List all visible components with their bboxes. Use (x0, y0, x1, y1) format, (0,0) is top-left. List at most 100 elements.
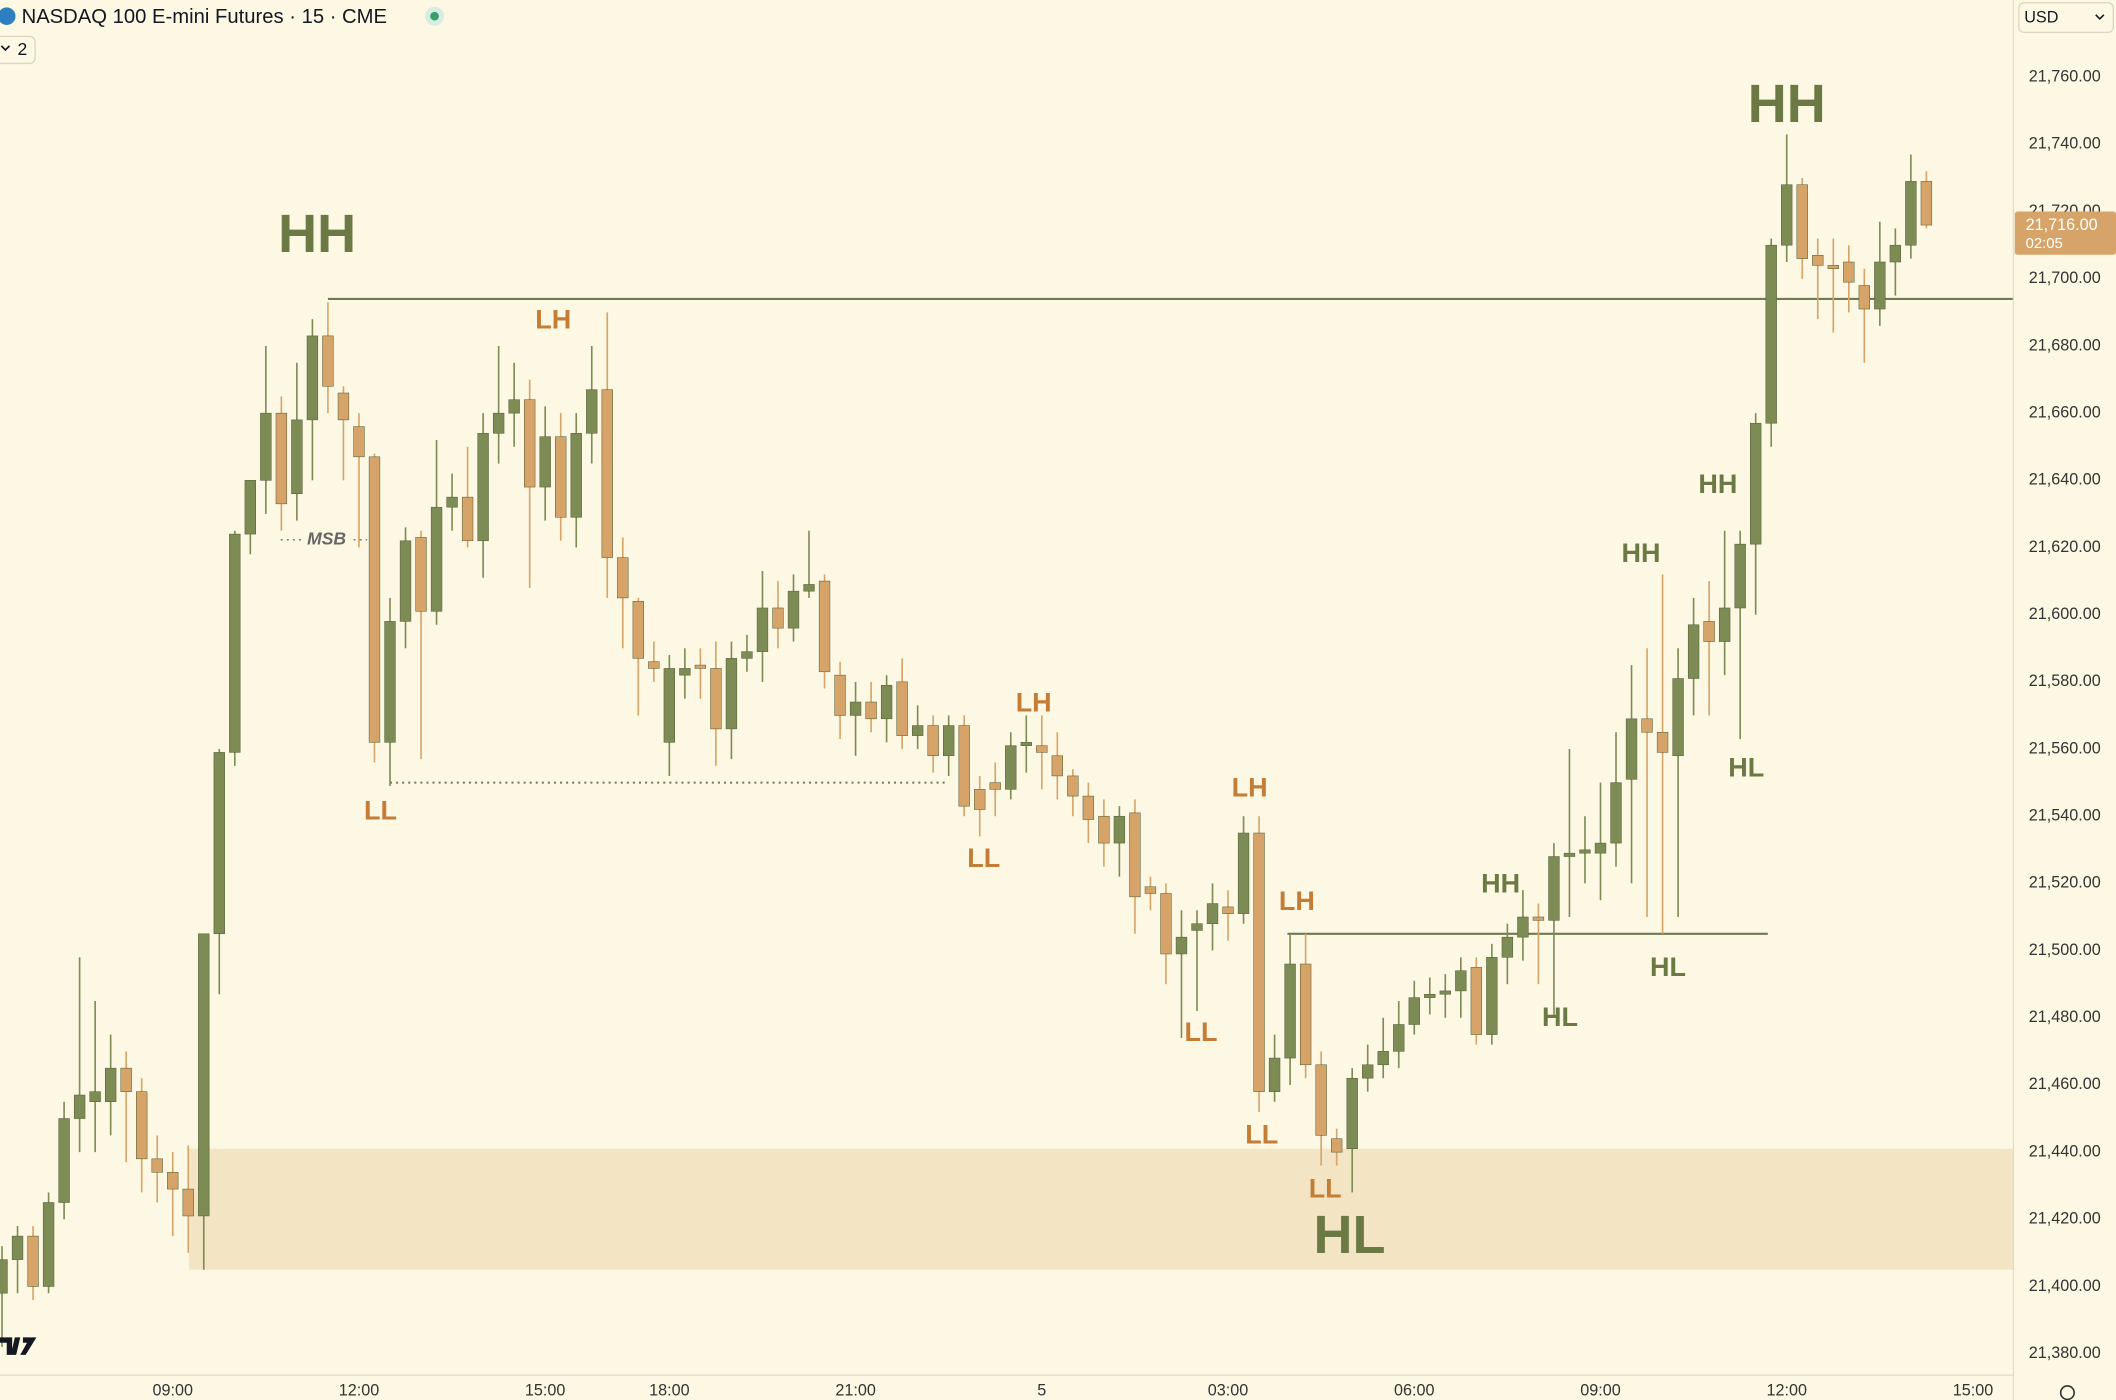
candle-body (1268, 1057, 1281, 1092)
y-tick-label: 21,700.00 (2029, 269, 2101, 287)
candle-body (974, 789, 986, 810)
candle-body (1796, 184, 1808, 259)
candle-body (679, 668, 691, 676)
settings-icon[interactable] (2059, 1385, 2075, 1400)
candle-body (1346, 1077, 1358, 1150)
y-tick-label: 21,420.00 (2029, 1210, 2101, 1228)
candle-body (1874, 261, 1886, 310)
brand-logo[interactable] (0, 1337, 37, 1355)
x-tick-label: 15:00 (1953, 1382, 1994, 1400)
candle-body (849, 701, 862, 716)
annotation: LL (1245, 1119, 1278, 1149)
candle-body (0, 1259, 8, 1294)
candle-body (322, 335, 334, 387)
candle-body (27, 1235, 39, 1287)
candle-body (1858, 285, 1870, 310)
annotation: HH (1748, 74, 1826, 134)
candle-body (570, 433, 582, 518)
candle-body (1501, 936, 1514, 958)
candle-body (1160, 893, 1172, 955)
candle-body (415, 537, 427, 612)
y-tick-label: 21,600.00 (2029, 605, 2101, 623)
x-tick-label: 09:00 (1580, 1382, 1621, 1400)
y-tick-label: 21,540.00 (2029, 807, 2101, 825)
candle-body (73, 1094, 86, 1119)
candle-body (430, 506, 443, 612)
y-tick-label: 21,660.00 (2029, 403, 2101, 421)
annotation: LL (1185, 1017, 1218, 1047)
legend-count: 2 (18, 39, 28, 59)
candle-body (1082, 795, 1095, 820)
candle-body (1439, 990, 1451, 995)
candle-body (741, 651, 753, 659)
candle-body (834, 674, 846, 716)
candle-body (1470, 967, 1483, 1035)
candle-body (1656, 731, 1669, 753)
candle-body (1362, 1064, 1374, 1079)
candle-body (818, 580, 831, 673)
y-tick-label: 21,640.00 (2029, 471, 2101, 489)
candle-body (1548, 856, 1560, 921)
symbol-title[interactable]: NASDAQ 100 E-mini Futures · 15 · CME (22, 6, 387, 28)
candle-body (1889, 244, 1902, 263)
candle-body (1579, 849, 1591, 854)
annotation: LL (1309, 1173, 1342, 1203)
candle-body (11, 1235, 24, 1260)
x-tick-label: 5 (1037, 1382, 1046, 1400)
candle-body (244, 480, 256, 535)
candle-body (1625, 718, 1638, 780)
candle-body (1315, 1064, 1327, 1136)
annotation: LL (967, 843, 1000, 873)
y-tick-label: 21,480.00 (2029, 1008, 2101, 1026)
candle-body (167, 1172, 179, 1190)
candle-body (1424, 993, 1436, 998)
candle-body (927, 725, 939, 757)
candle-body (1517, 916, 1529, 938)
legend-toggle[interactable] (0, 35, 36, 65)
last-price-label: 21,716.00 (2026, 216, 2098, 234)
candle-body (1905, 181, 1917, 246)
annotation: HL (1542, 1002, 1578, 1032)
y-tick-label: 21,440.00 (2029, 1142, 2101, 1160)
candle-body (1610, 782, 1622, 844)
candle-body (1144, 886, 1157, 894)
candle-body (446, 496, 458, 508)
candle-body (151, 1158, 163, 1173)
annotation: LH (1279, 886, 1315, 916)
candle-body (337, 392, 350, 421)
x-tick-label: 12:00 (1766, 1382, 1807, 1400)
x-tick-label: 03:00 (1208, 1382, 1249, 1400)
candle-body (1036, 745, 1048, 753)
currency-selector[interactable] (2018, 2, 2114, 34)
candle-body (213, 752, 225, 935)
annotation: HL (1728, 752, 1764, 782)
annotation: HH (278, 204, 356, 264)
candle-body (1253, 832, 1265, 1092)
candle-body (1641, 718, 1653, 733)
candle-body (1563, 852, 1576, 857)
candle-body (1765, 244, 1777, 424)
candle-body (648, 661, 660, 669)
candle-body (617, 557, 629, 599)
annotation: LH (535, 304, 571, 334)
candle-body (1812, 255, 1824, 266)
annotation: HH (1621, 538, 1660, 568)
candle-body (911, 725, 924, 736)
candle-body (89, 1091, 101, 1103)
candle-body (756, 607, 769, 652)
annotation: LH (1232, 773, 1268, 803)
candle-body (1129, 812, 1141, 898)
y-tick-label: 21,580.00 (2029, 672, 2101, 690)
candle-body (787, 590, 800, 629)
candle-body (555, 436, 567, 518)
candle-body (1750, 422, 1762, 545)
candle-body (260, 412, 272, 481)
candle-body (1672, 678, 1684, 757)
annotation: HL (1314, 1205, 1386, 1265)
candle-body (1718, 607, 1731, 642)
y-tick-label: 21,560.00 (2029, 739, 2101, 757)
x-tick-label: 12:00 (339, 1382, 380, 1400)
y-tick-label: 21,400.00 (2029, 1277, 2101, 1295)
candle-body (1532, 916, 1545, 921)
